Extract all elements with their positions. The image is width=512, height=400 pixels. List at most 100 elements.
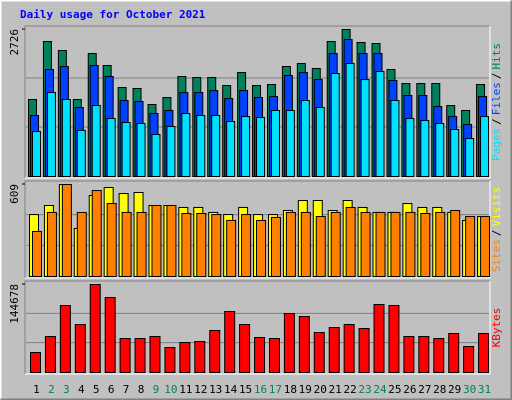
x-tick-label: 27 — [418, 383, 431, 396]
legend: Sites / Visits — [490, 187, 503, 273]
x-tick-label: 6 — [108, 383, 115, 396]
bar — [375, 211, 386, 277]
x-tick-label: 11 — [179, 383, 192, 396]
bar — [450, 209, 461, 277]
panel-bevel-light — [25, 26, 491, 179]
x-tick-label: 30 — [463, 383, 476, 396]
legend: KBytes — [490, 308, 503, 348]
x-tick-label: 8 — [138, 383, 145, 396]
bar — [298, 316, 310, 373]
bar — [285, 109, 295, 177]
panel-bevel-dark — [24, 280, 490, 374]
bar — [405, 118, 415, 177]
bar — [179, 342, 191, 374]
bar — [106, 118, 116, 177]
bar — [345, 206, 356, 277]
x-tick-label: 21 — [329, 383, 342, 396]
bar — [480, 116, 490, 177]
x-tick-label: 14 — [224, 383, 238, 396]
bar — [268, 338, 280, 373]
bar — [166, 204, 177, 277]
bar — [166, 126, 176, 178]
bar — [241, 116, 251, 177]
bar — [196, 115, 206, 177]
bar — [480, 216, 491, 278]
bar — [30, 352, 41, 373]
bar — [121, 211, 132, 277]
bar — [32, 230, 42, 277]
x-tick-label: 16 — [254, 383, 267, 396]
bar — [256, 219, 267, 278]
x-tick-label: 22 — [343, 383, 356, 396]
legend: Pages / Files / Hits — [490, 43, 503, 161]
bar — [149, 336, 161, 374]
x-tick-label: 12 — [194, 383, 207, 396]
bar — [181, 113, 191, 177]
bar — [330, 211, 341, 277]
bar — [211, 214, 222, 277]
bar — [285, 211, 296, 277]
bar — [315, 107, 325, 177]
x-tick-label: 29 — [448, 383, 461, 396]
bar — [375, 71, 385, 177]
bar — [211, 115, 221, 177]
bar — [315, 216, 326, 278]
x-tick-label: 19 — [299, 383, 312, 396]
bar — [196, 213, 207, 278]
bar — [226, 219, 237, 278]
bar — [61, 98, 71, 177]
bar — [358, 328, 370, 374]
bar — [32, 131, 41, 177]
bar — [450, 129, 460, 177]
bar — [270, 109, 280, 177]
x-tick-label: 9 — [153, 383, 160, 396]
bar — [241, 214, 252, 277]
x-tick-label: 18 — [284, 383, 297, 396]
bar — [151, 133, 161, 177]
bar — [61, 184, 72, 277]
legend-separator: / — [490, 73, 503, 80]
bar — [388, 305, 400, 373]
bar — [91, 105, 101, 177]
x-tick-label: 24 — [373, 383, 387, 396]
bar — [448, 333, 460, 373]
bar — [390, 100, 400, 177]
x-tick-label: 31 — [478, 383, 491, 396]
bar — [403, 336, 415, 374]
bar — [405, 211, 416, 277]
x-tick-label: 4 — [78, 383, 85, 396]
bar — [300, 211, 311, 277]
bar — [194, 341, 206, 373]
bar — [254, 337, 266, 374]
bar — [330, 73, 340, 177]
x-tick-label: 5 — [93, 383, 100, 396]
x-tick-label: 20 — [314, 383, 327, 396]
x-tick-label: 2 — [48, 383, 55, 396]
bar — [224, 311, 236, 374]
panel-bevel-light — [25, 181, 491, 279]
legend-entry: Pages — [490, 128, 503, 161]
bar — [420, 120, 430, 177]
panel-bevel-light — [25, 281, 491, 375]
bar — [390, 211, 401, 277]
x-tick-label: 10 — [164, 383, 177, 396]
bar — [121, 122, 131, 178]
x-tick-label: 7 — [123, 383, 130, 396]
bar — [76, 211, 87, 277]
bar — [256, 117, 266, 177]
bar — [89, 284, 101, 373]
panel-bevel-dark — [24, 25, 490, 178]
y-tick-label: 609 — [8, 184, 21, 204]
bar — [360, 211, 371, 277]
bar — [300, 100, 310, 177]
x-tick-label: 17 — [269, 383, 282, 396]
legend-separator: / — [490, 230, 503, 237]
bar — [104, 297, 116, 373]
bar — [435, 122, 445, 177]
bar — [44, 336, 56, 374]
x-tick-label: 15 — [239, 383, 252, 396]
bar — [463, 346, 475, 373]
x-tick-label: 25 — [388, 383, 401, 396]
bar — [420, 213, 431, 278]
